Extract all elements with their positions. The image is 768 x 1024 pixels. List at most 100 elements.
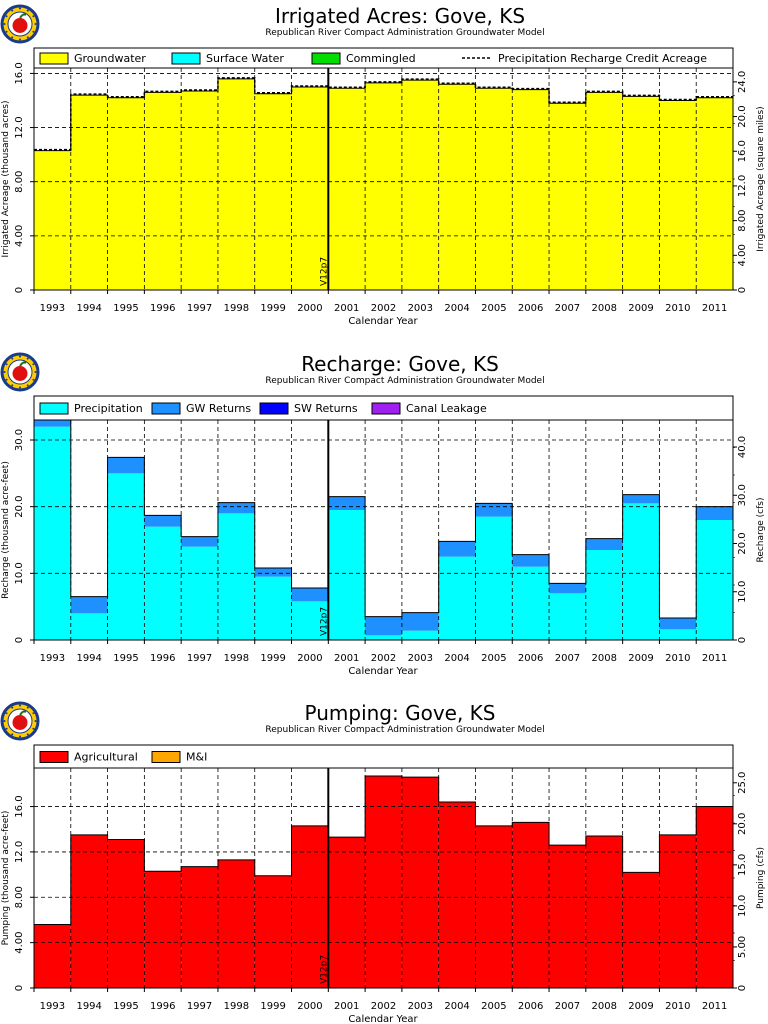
line-series <box>34 77 733 151</box>
xlabel: Calendar Year <box>348 666 418 677</box>
bar <box>365 775 402 988</box>
chart-subtitle: Republican River Compact Administration … <box>265 725 544 735</box>
ytick-right-label: 4.00 <box>737 244 748 266</box>
bar <box>291 601 329 640</box>
ytick-label: 8.00 <box>14 171 25 193</box>
xtick-label: 2007 <box>555 1001 580 1012</box>
logo-icon <box>0 352 40 392</box>
bar <box>217 502 255 514</box>
logo-dot <box>5 727 8 730</box>
xtick-label: 2002 <box>371 303 396 314</box>
legend-label: Groundwater <box>74 52 146 65</box>
bar <box>549 103 586 290</box>
logo-dot <box>3 23 6 25</box>
bar <box>401 80 439 291</box>
logo-dot <box>5 363 8 366</box>
ytick-label: 0 <box>14 985 25 991</box>
logo-dot <box>34 371 37 373</box>
xtick-label: 2006 <box>518 303 543 314</box>
ytick-label: 4.00 <box>14 932 25 954</box>
version-marker-label: V12p7 <box>319 955 329 984</box>
logo-dot <box>32 727 35 730</box>
xtick-label: 2007 <box>555 303 580 314</box>
xtick-label: 1997 <box>187 303 212 314</box>
xtick-label: 1998 <box>224 303 249 314</box>
logo-dot <box>5 30 8 33</box>
legend-swatch <box>171 52 201 65</box>
logo-icon <box>0 701 40 741</box>
ytick-right-label: 25.0 <box>737 772 748 794</box>
bar <box>438 556 476 640</box>
xtick-label: 1993 <box>40 653 65 664</box>
legend-label: Precipitation <box>74 402 143 415</box>
xtick-label: 2007 <box>555 653 580 664</box>
chart-title: Recharge: Gove, KS <box>301 352 499 376</box>
xtick-label: 2006 <box>518 1001 543 1012</box>
logo-dot <box>26 357 29 360</box>
bar <box>181 546 218 640</box>
bar <box>217 513 255 640</box>
bar <box>328 510 366 640</box>
ytick-label: 16.0 <box>14 795 25 817</box>
logo-apple <box>12 715 28 730</box>
xtick-label: 2000 <box>297 303 322 314</box>
bar <box>438 541 476 557</box>
logo-dot <box>11 36 14 39</box>
bar <box>70 95 108 290</box>
xtick-label: 2002 <box>371 653 396 664</box>
bar <box>34 426 71 640</box>
bar <box>144 526 182 640</box>
ytick-right-label: 20.0 <box>737 105 748 127</box>
bar <box>622 96 660 291</box>
xtick-label: 2006 <box>518 653 543 664</box>
legend-swatch <box>39 402 69 415</box>
bar <box>144 871 182 988</box>
ytick-right-label: 10.0 <box>737 581 748 603</box>
bar <box>144 515 182 527</box>
logo-dot <box>19 735 21 738</box>
legend-swatch <box>259 402 289 415</box>
bar <box>696 506 733 520</box>
ytick-right-label: 30.0 <box>737 484 748 506</box>
bar <box>365 82 402 290</box>
legend-label: Agricultural <box>74 751 138 764</box>
legend-swatch <box>39 751 69 763</box>
xtick-label: 1997 <box>187 1001 212 1012</box>
bar <box>475 503 513 517</box>
ytick-right-label: 0 <box>737 985 748 991</box>
logo-dot <box>26 36 29 39</box>
bar <box>144 92 182 291</box>
xtick-label: 2001 <box>334 653 359 664</box>
bar <box>328 496 366 510</box>
logo-dot <box>11 733 14 736</box>
logo-dot <box>19 704 21 707</box>
legend-label: SW Returns <box>294 402 358 415</box>
logo-dot <box>26 384 29 387</box>
ylabel-right: Irrigated Acreage (square miles) <box>756 106 766 251</box>
xtick-label: 2008 <box>592 303 617 314</box>
bar <box>585 550 623 640</box>
logo-dot <box>32 378 35 381</box>
bar <box>365 616 402 636</box>
ytick-right-label: 24.0 <box>737 71 748 93</box>
xtick-label: 2000 <box>297 653 322 664</box>
bar <box>512 554 550 567</box>
xtick-label: 2011 <box>702 1001 727 1012</box>
xtick-label: 1993 <box>40 303 65 314</box>
ytick-label: 20.0 <box>14 496 25 518</box>
logo-dot <box>11 357 14 360</box>
bar <box>217 859 255 988</box>
xtick-label: 1998 <box>224 653 249 664</box>
xtick-label: 2009 <box>628 1001 653 1012</box>
xtick-label: 1995 <box>113 1001 138 1012</box>
bar <box>401 777 439 988</box>
bar <box>365 635 402 640</box>
ytick-label: 10.0 <box>14 562 25 584</box>
logo-leaf <box>19 13 27 19</box>
bar <box>70 834 108 988</box>
bar <box>659 629 697 640</box>
bar <box>512 89 550 290</box>
xtick-label: 1999 <box>260 303 285 314</box>
ylabel: Recharge (thousand acre-feet) <box>1 461 11 599</box>
